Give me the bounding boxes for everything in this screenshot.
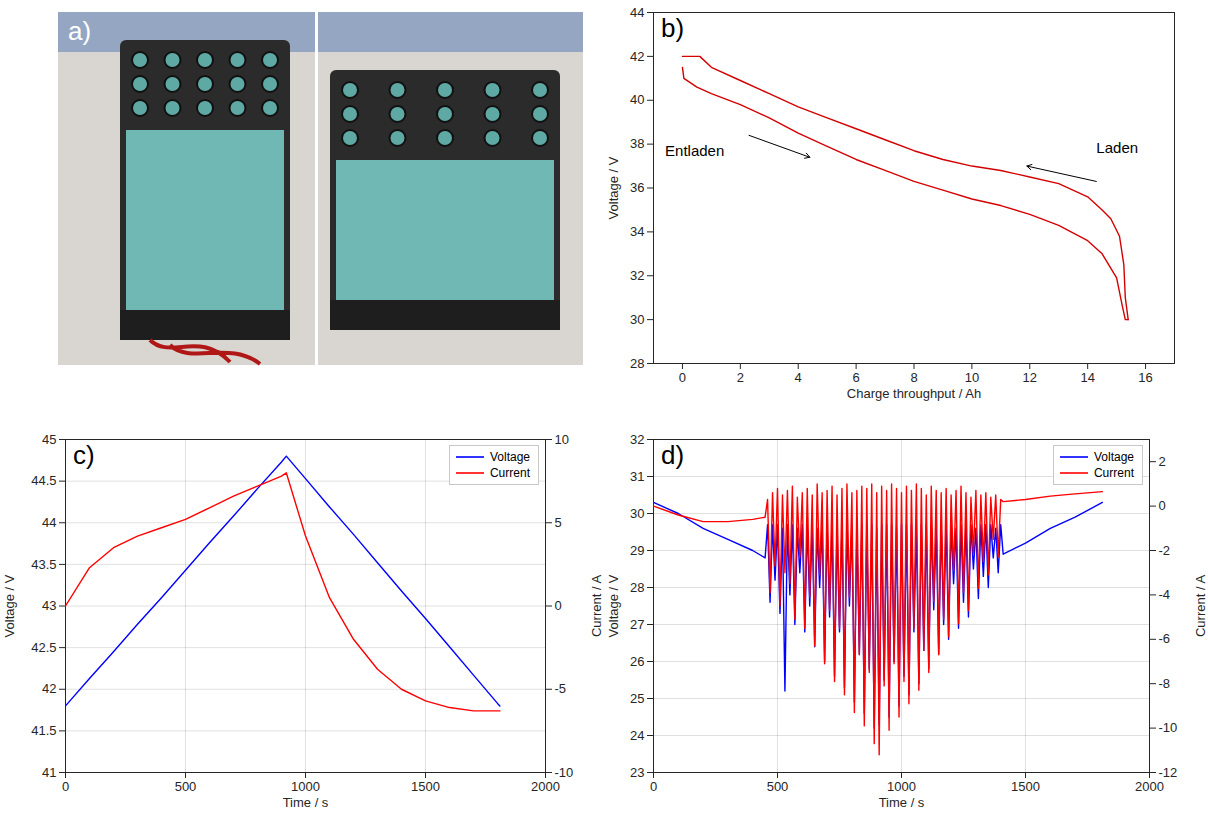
svg-text:45: 45 bbox=[42, 432, 56, 447]
svg-text:43: 43 bbox=[42, 598, 56, 613]
svg-text:1500: 1500 bbox=[411, 779, 440, 794]
html-text:a): a) bbox=[68, 16, 92, 46]
svg-text:31: 31 bbox=[630, 469, 644, 484]
svg-text:44: 44 bbox=[630, 5, 644, 20]
svg-text:2000: 2000 bbox=[531, 779, 560, 794]
svg-text:5: 5 bbox=[555, 515, 562, 530]
html-text:c): c) bbox=[73, 440, 95, 470]
html-text:Voltage: Voltage bbox=[1094, 450, 1134, 464]
svg-text:-6: -6 bbox=[1159, 631, 1171, 646]
svg-text:32: 32 bbox=[630, 432, 644, 447]
svg-text:2: 2 bbox=[737, 370, 744, 385]
svg-text:41: 41 bbox=[42, 765, 56, 780]
svg-text:2000: 2000 bbox=[1135, 779, 1164, 794]
svg-text:Laden: Laden bbox=[1096, 139, 1138, 156]
svg-text:42: 42 bbox=[42, 681, 56, 696]
svg-text:Voltage / V: Voltage / V bbox=[606, 574, 621, 637]
svg-text:1500: 1500 bbox=[1011, 779, 1040, 794]
svg-text:36: 36 bbox=[630, 180, 644, 195]
svg-text:500: 500 bbox=[175, 779, 197, 794]
svg-text:1000: 1000 bbox=[291, 779, 320, 794]
svg-text:Voltage / V: Voltage / V bbox=[2, 574, 17, 637]
svg-text:27: 27 bbox=[630, 617, 644, 632]
svg-text:4: 4 bbox=[795, 370, 802, 385]
svg-text:10: 10 bbox=[555, 432, 569, 447]
svg-text:0: 0 bbox=[650, 779, 657, 794]
svg-text:Current / A: Current / A bbox=[589, 575, 604, 637]
svg-text:0: 0 bbox=[679, 370, 686, 385]
svg-text:Entladen: Entladen bbox=[665, 142, 724, 159]
svg-text:26: 26 bbox=[630, 654, 644, 669]
svg-text:10: 10 bbox=[965, 370, 979, 385]
svg-text:-12: -12 bbox=[1159, 765, 1178, 780]
html-text:Voltage: Voltage bbox=[490, 450, 530, 464]
svg-text:25: 25 bbox=[630, 691, 644, 706]
svg-text:0: 0 bbox=[555, 598, 562, 613]
svg-text:42: 42 bbox=[630, 49, 644, 64]
svg-text:-4: -4 bbox=[1159, 587, 1171, 602]
html-text:Current: Current bbox=[1094, 466, 1134, 480]
svg-text:29: 29 bbox=[630, 543, 644, 558]
svg-text:43.5: 43.5 bbox=[31, 557, 56, 572]
svg-text:1000: 1000 bbox=[887, 779, 916, 794]
svg-text:28: 28 bbox=[630, 356, 644, 371]
svg-text:16: 16 bbox=[1138, 370, 1152, 385]
svg-text:8: 8 bbox=[910, 370, 917, 385]
svg-text:6: 6 bbox=[852, 370, 859, 385]
svg-text:42.5: 42.5 bbox=[31, 640, 56, 655]
html-text:d): d) bbox=[661, 440, 685, 470]
svg-text:40: 40 bbox=[630, 92, 644, 107]
svg-text:-10: -10 bbox=[1159, 720, 1178, 735]
svg-text:30: 30 bbox=[630, 506, 644, 521]
svg-text:-8: -8 bbox=[1159, 676, 1171, 691]
svg-text:0: 0 bbox=[62, 779, 69, 794]
svg-text:500: 500 bbox=[767, 779, 789, 794]
svg-text:2: 2 bbox=[1159, 454, 1166, 469]
svg-text:Voltage / V: Voltage / V bbox=[606, 156, 621, 219]
svg-text:0: 0 bbox=[1159, 498, 1166, 513]
html-text:Current: Current bbox=[490, 466, 530, 480]
svg-text:23: 23 bbox=[630, 765, 644, 780]
svg-text:34: 34 bbox=[630, 224, 644, 239]
svg-text:12: 12 bbox=[1023, 370, 1037, 385]
svg-text:Time / s: Time / s bbox=[283, 795, 329, 810]
svg-text:14: 14 bbox=[1080, 370, 1094, 385]
svg-text:44: 44 bbox=[42, 515, 56, 530]
svg-text:28: 28 bbox=[630, 580, 644, 595]
svg-text:30: 30 bbox=[630, 312, 644, 327]
svg-text:Current / A: Current / A bbox=[1193, 575, 1208, 637]
svg-text:-5: -5 bbox=[555, 681, 567, 696]
svg-text:-10: -10 bbox=[555, 765, 574, 780]
svg-text:24: 24 bbox=[630, 728, 644, 743]
svg-text:41.5: 41.5 bbox=[31, 723, 56, 738]
svg-text:-2: -2 bbox=[1159, 543, 1171, 558]
svg-text:Time / s: Time / s bbox=[879, 795, 925, 810]
svg-text:44.5: 44.5 bbox=[31, 473, 56, 488]
svg-text:Charge throughput / Ah: Charge throughput / Ah bbox=[847, 386, 981, 401]
html-text:b): b) bbox=[661, 13, 685, 43]
svg-text:32: 32 bbox=[630, 268, 644, 283]
svg-text:38: 38 bbox=[630, 136, 644, 151]
